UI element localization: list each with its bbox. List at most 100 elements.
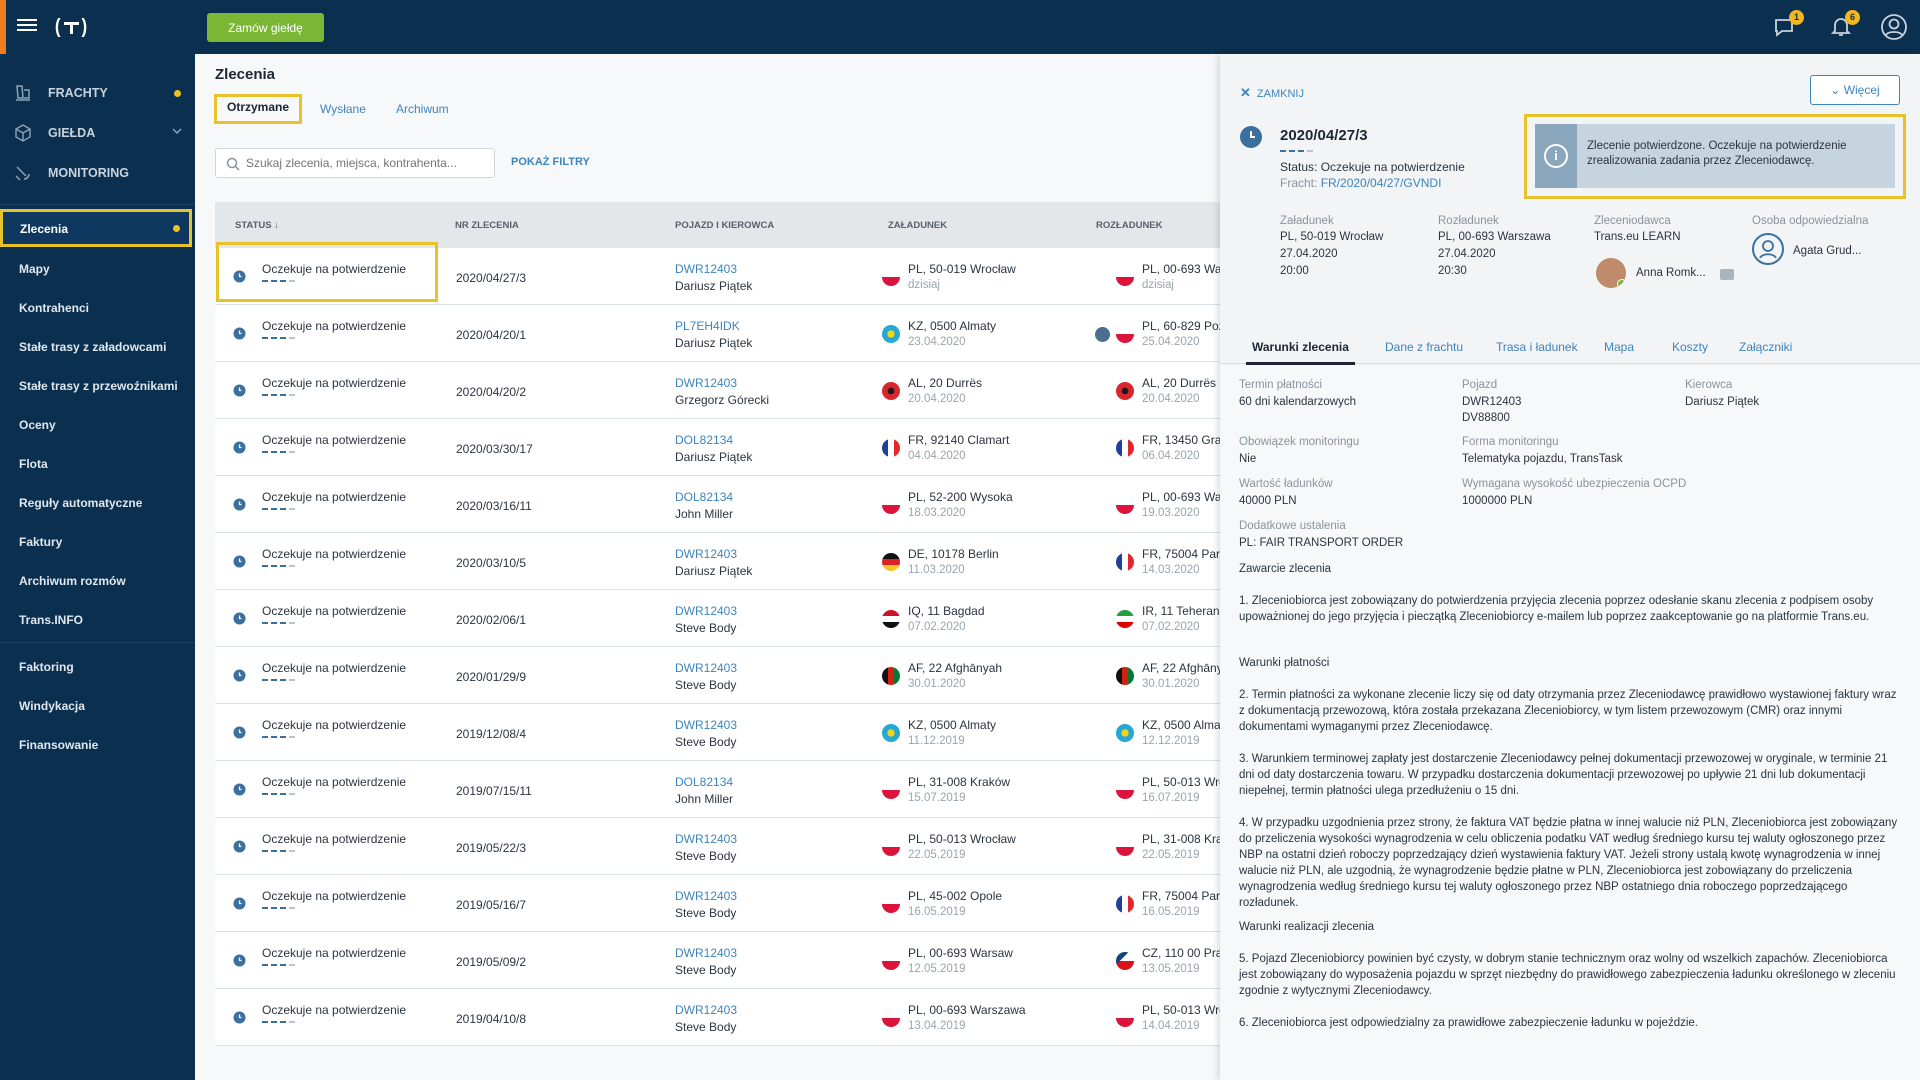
messages-badge: 1 bbox=[1789, 10, 1804, 25]
vehicle-link[interactable]: DWR12403 bbox=[675, 1003, 738, 1017]
vehicle-link[interactable]: DOL82134 bbox=[675, 775, 734, 789]
vehicle-link[interactable]: PL7EH4IDK bbox=[675, 319, 740, 333]
table-row[interactable]: Oczekuje na potwierdzenie 2020/01/29/9 DWR… bbox=[215, 647, 1236, 704]
progress-steps bbox=[262, 736, 300, 739]
user-account-icon[interactable] bbox=[1880, 13, 1908, 41]
sidebar-item-reguly[interactable]: Reguły automatyczne bbox=[0, 483, 195, 522]
client-person[interactable]: Anna Romk... bbox=[1636, 267, 1706, 279]
sidebar-item-flota[interactable]: Flota bbox=[0, 444, 195, 483]
freight-link[interactable]: FR/2020/04/27/GVNDI bbox=[1320, 176, 1442, 190]
table-row[interactable]: Oczekuje na potwierdzenie 2020/03/16/11 DO… bbox=[215, 476, 1238, 533]
unloading-place: FR, 13450 Grans bbox=[1142, 433, 1235, 447]
sidebar-item-faktury[interactable]: Faktury bbox=[0, 522, 195, 561]
more-button[interactable]: ⌄ Więcej bbox=[1810, 75, 1900, 105]
sidebar-item-windykacja[interactable]: Windykacja bbox=[0, 686, 195, 725]
sidebar-item-kontrahenci[interactable]: Kontrahenci bbox=[0, 288, 195, 327]
sidebar-item-oceny[interactable]: Oceny bbox=[0, 405, 195, 444]
order-number: 2020/04/27/3 bbox=[1280, 127, 1368, 144]
sidebar-item-label: Stałe trasy z załadowcami bbox=[19, 340, 167, 354]
sidebar-item-mapy[interactable]: Mapy bbox=[0, 249, 195, 288]
vehicle-link[interactable]: DOL82134 bbox=[675, 433, 734, 447]
fr-flag-icon bbox=[1116, 553, 1134, 571]
loading-place: AL, 20 Durrës bbox=[908, 376, 983, 390]
hamburger-menu-icon[interactable] bbox=[17, 16, 39, 36]
satellite-icon bbox=[15, 166, 30, 181]
sidebar-item-label: MONITORING bbox=[48, 166, 130, 180]
sidebar-item-stale-trasy-zaladowcy[interactable]: Stałe trasy z załadowcami bbox=[0, 327, 195, 366]
loading-date: 11.03.2020 bbox=[908, 564, 965, 576]
driver-name: Steve Body bbox=[675, 621, 737, 635]
header-status[interactable]: STATUS ↓ bbox=[235, 220, 279, 231]
sidebar-item-finansowanie[interactable]: Finansowanie bbox=[0, 725, 195, 764]
tab-warunki[interactable]: Warunki zlecenia bbox=[1246, 340, 1355, 365]
tab-archiwum[interactable]: Archiwum bbox=[396, 102, 449, 116]
tab-dane-frachtu[interactable]: Dane z frachtu bbox=[1385, 340, 1464, 354]
avatar[interactable] bbox=[1596, 258, 1626, 288]
vehicle-link[interactable]: DWR12403 bbox=[675, 946, 738, 960]
chat-icon[interactable] bbox=[1720, 269, 1734, 280]
info-notice: i Zlecenie potwierdzone. Oczekuje na pot… bbox=[1524, 114, 1906, 199]
vehicle-link[interactable]: DWR12403 bbox=[675, 547, 738, 561]
sidebar-item-archiwum-rozmow[interactable]: Archiwum rozmów bbox=[0, 561, 195, 600]
table-row[interactable]: Oczekuje na potwierdzenie 2019/05/16/7 DWR… bbox=[215, 875, 1229, 932]
driver-name: Dariusz Piątek bbox=[675, 450, 753, 464]
vehicle-link[interactable]: DWR12403 bbox=[675, 661, 738, 675]
af-flag-icon bbox=[1116, 667, 1134, 685]
progress-steps bbox=[262, 622, 300, 625]
table-row[interactable]: Oczekuje na potwierdzenie 2020/02/06/1 DWR… bbox=[215, 590, 1225, 647]
table-row[interactable]: Oczekuje na potwierdzenie 2020/03/10/5 DWR… bbox=[215, 533, 1229, 590]
vehicle-link[interactable]: DOL82134 bbox=[675, 490, 734, 504]
chat-icon[interactable] bbox=[1095, 327, 1110, 342]
messages-icon[interactable]: 1 bbox=[1772, 10, 1804, 40]
clock-icon bbox=[233, 555, 246, 568]
show-filters-link[interactable]: POKAŻ FILTRY bbox=[511, 156, 590, 168]
tab-zalaczniki[interactable]: Załączniki bbox=[1739, 340, 1793, 354]
vehicle-link[interactable]: DWR12403 bbox=[675, 718, 738, 732]
table-row[interactable]: Oczekuje na potwierdzenie 2020/04/27/3 DWR… bbox=[215, 248, 1238, 305]
table-row[interactable]: Oczekuje na potwierdzenie 2019/07/15/11 DO… bbox=[215, 761, 1235, 818]
search-box[interactable] bbox=[215, 148, 495, 178]
sidebar-item-label: GIEŁDA bbox=[48, 126, 96, 140]
sidebar-item-stale-trasy-przewoznicy[interactable]: Stałe trasy z przewoźnikami bbox=[0, 366, 195, 405]
table-row[interactable]: Oczekuje na potwierdzenie 2019/04/10/8 DWR… bbox=[215, 989, 1235, 1046]
order-number: 2020/04/27/3 bbox=[456, 271, 527, 285]
sidebar-item-monitoring[interactable]: MONITORING bbox=[0, 153, 195, 193]
clock-icon bbox=[233, 441, 246, 454]
sidebar-item-frachty[interactable]: FRACHTY bbox=[0, 73, 195, 113]
vehicle-link[interactable]: DWR12403 bbox=[675, 889, 738, 903]
responsible-person[interactable]: Agata Grud... bbox=[1793, 245, 1862, 257]
tab-koszty[interactable]: Koszty bbox=[1672, 340, 1709, 354]
order-number: 2020/02/06/1 bbox=[456, 613, 527, 627]
tab-trasa[interactable]: Trasa i ładunek bbox=[1496, 340, 1578, 354]
close-button[interactable]: ✕ ZAMKNIJ bbox=[1240, 85, 1304, 101]
vehicle-link[interactable]: DWR12403 bbox=[675, 262, 738, 276]
progress-steps bbox=[262, 850, 300, 853]
sidebar-item-faktoring[interactable]: Faktoring bbox=[0, 647, 195, 686]
trans-logo[interactable]: () bbox=[54, 14, 88, 38]
vehicle-link[interactable]: DWR12403 bbox=[675, 376, 738, 390]
table-row[interactable]: Oczekuje na potwierdzenie 2020/03/30/17 DO… bbox=[215, 419, 1234, 476]
sidebar-item-trans-info[interactable]: Trans.INFO bbox=[0, 600, 195, 639]
table-row[interactable]: Oczekuje na potwierdzenie 2019/05/09/2 DWR… bbox=[215, 932, 1236, 989]
tab-wyslane[interactable]: Wysłane bbox=[320, 102, 366, 116]
table-row[interactable]: Oczekuje na potwierdzenie 2019/05/22/3 DWR… bbox=[215, 818, 1235, 875]
progress-steps bbox=[262, 508, 300, 511]
table-row[interactable]: Oczekuje na potwierdzenie 2020/04/20/2 DWR… bbox=[215, 362, 1225, 419]
detail-header: ✕ ZAMKNIJ ⌄ Więcej 2020/04/27/3 Status: O… bbox=[1220, 54, 1920, 365]
search-input[interactable] bbox=[246, 154, 486, 172]
table-row[interactable]: Oczekuje na potwierdzenie 2019/12/08/4 DWR… bbox=[215, 704, 1230, 761]
sidebar-item-zlecenia[interactable]: Zlecenia bbox=[0, 209, 192, 247]
table-row[interactable]: Oczekuje na potwierdzenie 2020/04/20/1 PL7… bbox=[215, 305, 1238, 362]
sidebar-item-label: Archiwum rozmów bbox=[19, 574, 126, 588]
notifications-bell-icon[interactable]: 6 bbox=[1828, 10, 1860, 40]
unloading-date: 19.03.2020 bbox=[1142, 507, 1200, 519]
terms-paragraph-2: 2. Termin płatności za wykonane zlecenie… bbox=[1239, 689, 1897, 733]
tab-mapa[interactable]: Mapa bbox=[1604, 340, 1635, 354]
vehicle-link[interactable]: DWR12403 bbox=[675, 604, 738, 618]
vehicle-link[interactable]: DWR12403 bbox=[675, 832, 738, 846]
tab-otrzymane[interactable]: Otrzymane bbox=[214, 94, 303, 124]
sidebar-item-gielda[interactable]: GIEŁDA bbox=[0, 113, 195, 153]
loading-date: 22.05.2019 bbox=[908, 849, 966, 861]
loading-place: PL, 52-200 Wysoka bbox=[908, 490, 1013, 504]
order-exchange-button[interactable]: Zamów giełdę bbox=[207, 13, 324, 42]
